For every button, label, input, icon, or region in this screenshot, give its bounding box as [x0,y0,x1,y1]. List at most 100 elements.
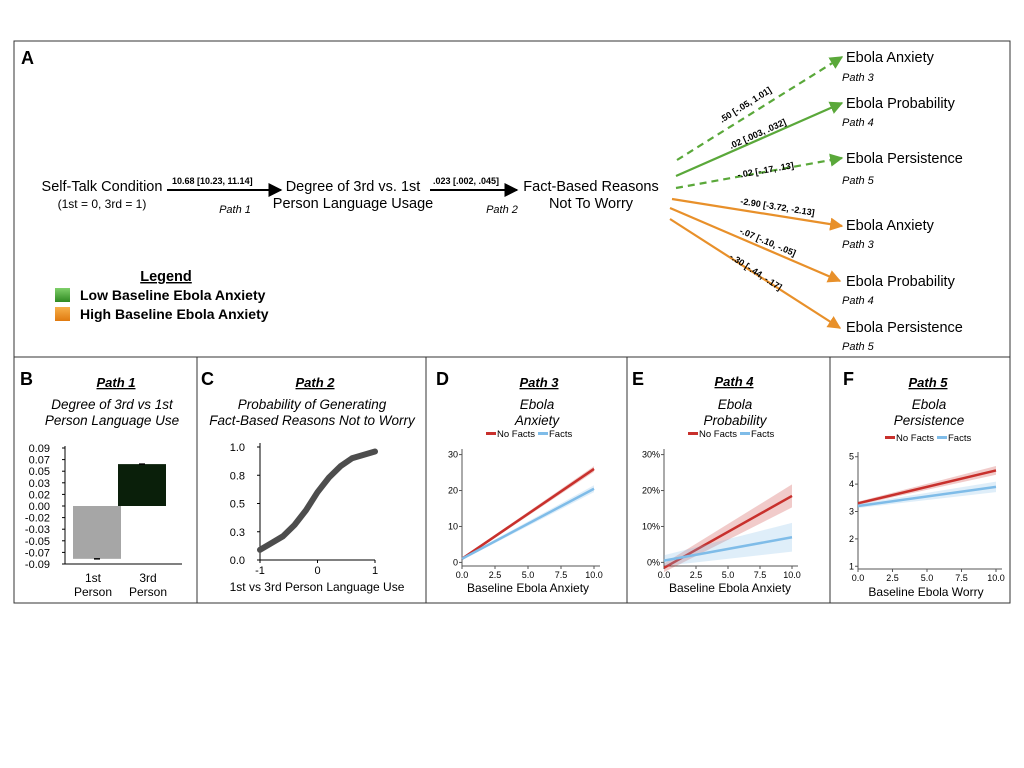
legend-facts-label: Facts [948,433,971,444]
chart-d-legend: No Facts Facts [486,429,572,440]
outcome-green-persistence: Ebola Persistence Path 5 [842,151,963,187]
outcome-title: Ebola Probability [846,274,956,290]
panel-f-xlabel: Baseline Ebola Worry [868,585,983,599]
y-tick-label: 0 [453,557,458,567]
y-tick-label: 0.3 [230,527,245,539]
y-tick-label: 0.09 [29,443,50,455]
panel-b-sub2: Person Language Use [45,413,179,428]
panel-f-sub2: Persistence [894,413,965,428]
x-tick-label: 0 [314,565,320,577]
regression-line [857,469,997,505]
y-tick-label: 4 [849,479,854,489]
path1-coef: 10.68 [10.23, 11.14] [172,176,253,186]
panel-e-sub1: Ebola [718,397,753,412]
outcome-orange-persistence: Ebola Persistence Path 5 [842,320,963,353]
chart-b: 0.090.070.050.030.020.00-0.02-0.03-0.05-… [25,443,182,571]
x-tick-label: 2.5 [489,570,502,580]
regression-line [461,467,595,560]
panel-d-letter: D [436,369,449,389]
outcome-title: Ebola Anxiety [846,218,935,234]
panel-d-xlabel: Baseline Ebola Anxiety [467,581,589,595]
x-tick-label: 1 [372,565,378,577]
panel-a: A Self-Talk Condition (1st = 0, 3rd = 1)… [13,40,1011,358]
coef-orange-path5: -.30 [-.44, -.17] [728,251,784,292]
legend-swatch-high [55,307,70,321]
y-tick-label: -0.03 [25,524,50,536]
coef-green-path5: -.02 [-.17, .13] [737,160,795,180]
legend-high-label: High Baseline Ebola Anxiety [80,306,269,322]
y-tick-label: 0.5 [230,499,245,511]
outcome-path-label: Path 4 [842,295,874,307]
coef-orange-path3: -2.90 [-3.72, -2.13] [740,196,816,218]
y-tick-label: -0.05 [25,536,50,548]
panel-d-sub2: Anxiety [514,413,561,428]
y-tick-label: 0.05 [29,466,50,478]
orange-path3-arrow [671,197,844,231]
outcome-green-probability: Ebola Probability Path 4 [842,96,956,129]
regression-line [663,536,793,562]
y-tick-label: 0.0 [230,555,245,567]
legend-no-facts-swatch [885,436,895,439]
outcome-path-label: Path 5 [842,175,875,187]
path1-label: Path 1 [219,204,251,216]
chart-f-legend: No Facts Facts [885,433,971,444]
outcome-title: Ebola Anxiety [846,50,935,66]
selftalk-sub: (1st = 0, 3rd = 1) [58,197,147,211]
legend-no-facts-label: No Facts [699,429,737,440]
legend-no-facts-label: No Facts [497,429,535,440]
green-path3-arrow [676,56,844,161]
y-tick-label: 10 [448,521,458,531]
y-tick-label: 2 [849,534,854,544]
legend-facts-swatch [740,432,750,435]
panel-b-title: Path 1 [96,375,135,390]
panel-d: D Path 3 Ebola Anxiety No Facts Facts 30… [436,369,603,595]
path2-coef: .023 [.002, .045] [433,176,499,186]
x-tick-label: 0.0 [658,570,671,580]
y-tick-label: -0.07 [25,547,50,559]
legend-facts-swatch [538,432,548,435]
degree-line2: Person Language Usage [273,196,433,212]
bar [73,506,121,559]
panel-a-letter: A [21,48,34,68]
y-tick-label: 10% [642,521,660,531]
y-tick-label: 0.07 [29,455,50,467]
x-tick-label: -1 [255,565,265,577]
regression-line [857,485,997,508]
sigmoid-line [257,448,378,553]
outcome-path-label: Path 5 [842,341,875,353]
x-tick-label: 5.0 [722,570,735,580]
x-tick-label: 2.5 [886,573,899,583]
coef-green-path3: .50 [-.05, 1.01] [718,85,773,125]
bar-label-1st-line1: 1st [85,571,102,585]
panel-e-title: Path 4 [714,374,754,389]
x-tick-label: 5.0 [921,573,934,583]
outcome-green-anxiety: Ebola Anxiety Path 3 [842,50,935,84]
panel-c-sub1: Probability of Generating [238,397,387,412]
x-tick-label: 0.0 [456,570,469,580]
coef-green-path4: .02 [.003, .032] [728,117,788,151]
legend-facts-label: Facts [751,429,774,440]
legend-facts-label: Facts [549,429,572,440]
chart-e: 30% 20% 10% 0% 0.0 2.5 5.0 7.5 10.0 [642,449,801,580]
factbased-line2: Not To Worry [549,196,634,212]
orange-path4-arrow [669,206,842,283]
panel-d-sub1: Ebola [520,397,555,412]
bar-label-3rd-line1: 3rd [139,571,156,585]
y-tick-label: 20% [642,486,660,496]
green-path4-arrow [675,101,844,178]
x-tick-label: 5.0 [522,570,535,580]
bar-label-1st-line2: Person [74,585,112,599]
orange-path5-arrow [669,218,842,329]
panel-e-xlabel: Baseline Ebola Anxiety [669,581,791,595]
panel-b: B Path 1 Degree of 3rd vs 1st Person Lan… [20,369,182,599]
panel-e-sub2: Probability [703,413,767,428]
x-tick-label: 10.0 [585,570,603,580]
green-path5-arrow [675,153,844,190]
x-tick-label: 7.5 [754,570,767,580]
legend-no-facts-swatch [486,432,496,435]
y-tick-label: 0.8 [230,470,245,482]
selftalk-title: Self-Talk Condition [42,179,163,195]
y-tick-label: 30 [448,450,458,460]
y-tick-label: -0.09 [25,559,50,571]
